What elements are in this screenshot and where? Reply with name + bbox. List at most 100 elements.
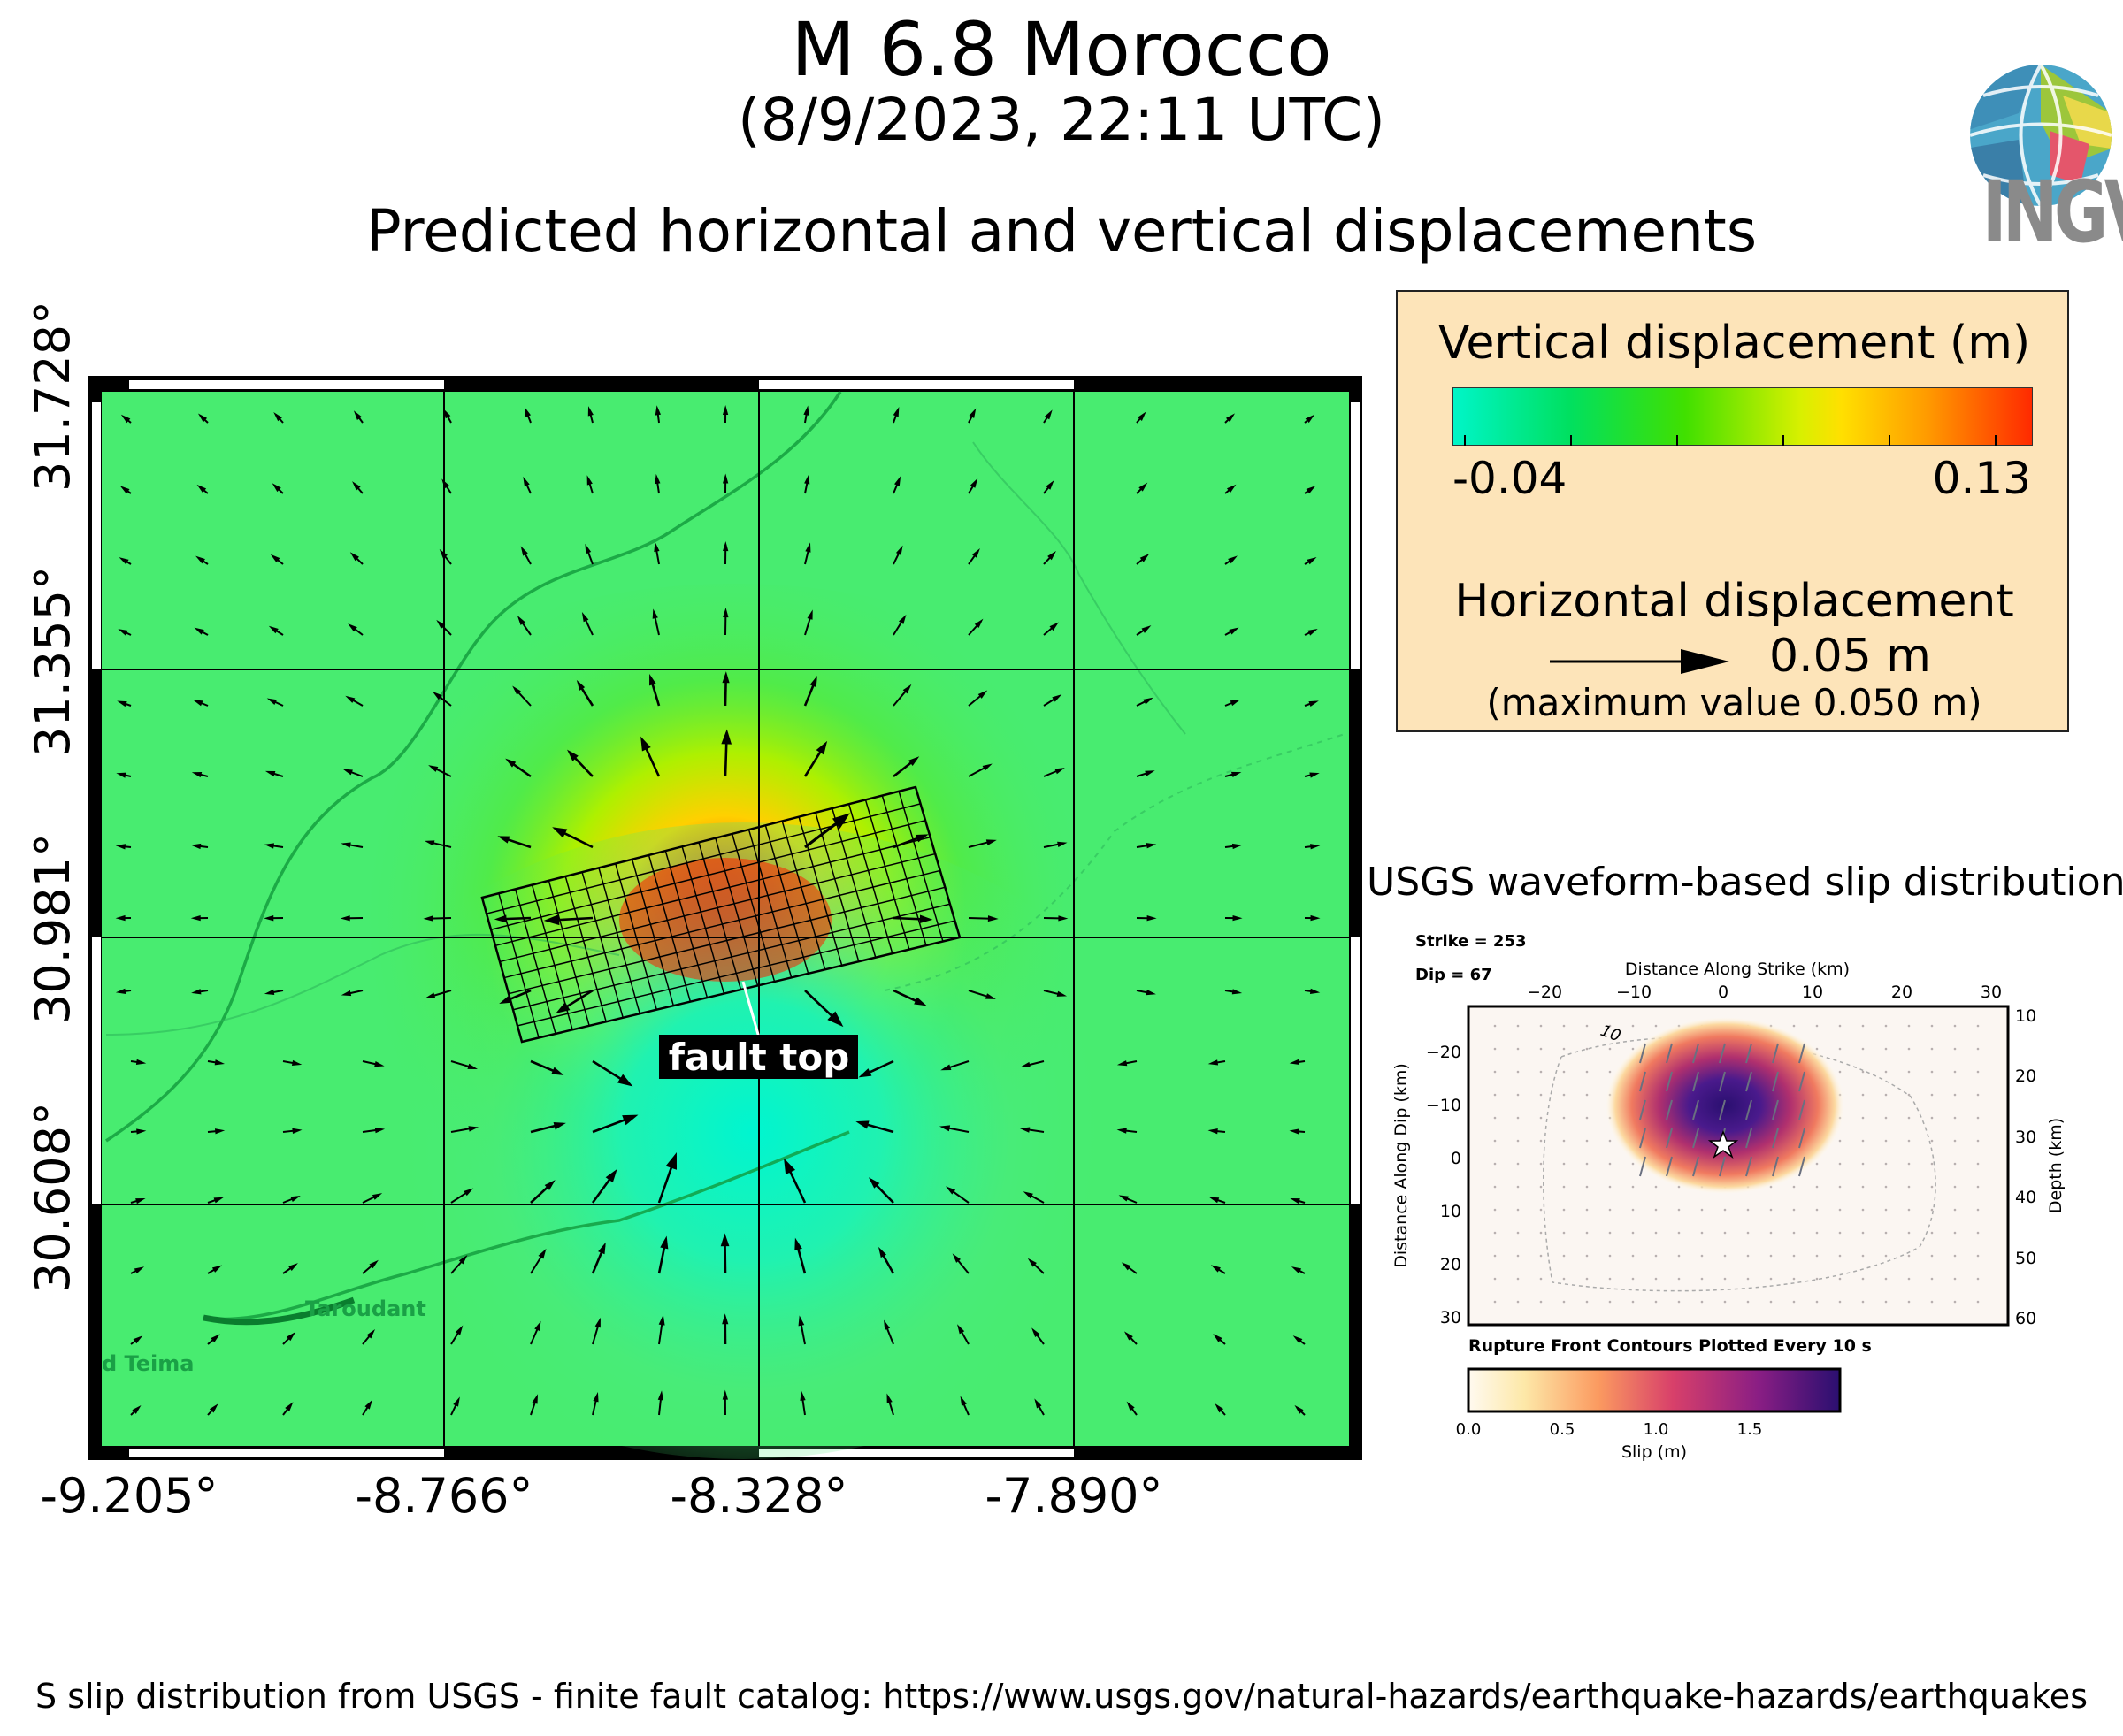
- slip-grid-dot: [1493, 1185, 1497, 1189]
- slip-grid-dot: [1953, 1139, 1957, 1143]
- roads: [105, 441, 1345, 1036]
- displacement-arrow-head: [436, 619, 446, 629]
- slip-top-ticks: −20 −10 0 10 20 30: [1527, 983, 2002, 1002]
- slip-grid-dot: [1884, 1231, 1888, 1235]
- slip-grid-dot: [1539, 1047, 1543, 1051]
- fault-grid-line: [615, 863, 658, 1010]
- slip-grid-dot: [1723, 1208, 1727, 1212]
- slip-grid-dot: [1907, 1231, 1911, 1235]
- slip-grid-dot: [1723, 1300, 1727, 1304]
- slip-grid-dot: [1539, 1070, 1543, 1074]
- svg-text:10: 10: [2015, 1006, 2036, 1026]
- displacement-arrow-head: [952, 1253, 962, 1263]
- displacement-arrow-head: [805, 542, 811, 553]
- slip-grid-dot: [1861, 1162, 1865, 1166]
- displacement-arrow-head: [1306, 486, 1316, 494]
- displacement-arrow-head: [372, 1193, 383, 1200]
- slip-grid-dot: [1516, 1300, 1520, 1304]
- displacement-arrow-head: [439, 548, 448, 559]
- slip-distribution-panel: Strike = 253 Dip = 67 Distance Along Str…: [1391, 932, 2066, 1462]
- slip-vector: [1692, 1128, 1699, 1149]
- slip-grid-dot: [1976, 1116, 1980, 1120]
- slip-patch: [1606, 1017, 1844, 1194]
- slip-right-axis-label: Depth (km): [2046, 1118, 2066, 1213]
- fault-grid-line: [681, 846, 725, 994]
- slip-grid-dot: [1654, 1231, 1658, 1235]
- displacement-arrow-head: [893, 476, 901, 486]
- slip-grid-dot: [1930, 1116, 1934, 1120]
- displacement-arrow-head: [193, 700, 203, 707]
- displacement-arrow-head: [1207, 1059, 1219, 1066]
- fault-grid-line: [898, 791, 944, 942]
- slip-vector: [1692, 1043, 1699, 1064]
- slip-grid-dot: [1792, 1208, 1796, 1212]
- slip-grid-dot: [1838, 1254, 1842, 1258]
- slip-colorbar-ticks: 0.0 0.5 1.0 1.5: [1456, 1420, 1763, 1439]
- svg-text:−20: −20: [1426, 1043, 1461, 1062]
- slip-grid-dot: [1677, 1300, 1681, 1304]
- slip-grid-dot: [1539, 1116, 1543, 1120]
- displacement-arrow-head: [1292, 1335, 1303, 1344]
- slip-grid-dot: [1838, 1277, 1842, 1281]
- slip-vector: [1745, 1099, 1752, 1120]
- slip-grid-dot: [1861, 1300, 1865, 1304]
- slip-grid-dot: [1815, 1300, 1819, 1304]
- displacement-arrow-head: [1305, 414, 1315, 424]
- displacement-arrow-head: [467, 1063, 478, 1069]
- slip-grid-dot: [1723, 1277, 1727, 1281]
- displacement-arrow-head: [1123, 1331, 1133, 1341]
- displacement-arrow-head: [827, 1011, 844, 1028]
- slip-grid-dot: [1562, 1254, 1566, 1258]
- slip-grid-dot: [1861, 1070, 1865, 1074]
- slip-grid-dot: [1838, 1047, 1842, 1051]
- slip-grid-dot: [1930, 1047, 1934, 1051]
- displacement-arrow-head: [1138, 411, 1146, 421]
- slip-grid-dot: [1516, 1185, 1520, 1189]
- slip-grid-dot: [1631, 1231, 1635, 1235]
- slip-grid-dot: [1700, 1208, 1704, 1212]
- slip-grid-dot: [1815, 1254, 1819, 1258]
- fault-top-label: fault top: [669, 1036, 850, 1079]
- slip-grid-dot: [1562, 1208, 1566, 1212]
- displacement-arrow-head: [1146, 915, 1157, 922]
- displacement-arrow-head: [211, 1334, 220, 1342]
- displacement-arrow-head: [133, 1335, 143, 1344]
- slip-grid-dot: [1608, 1231, 1612, 1235]
- slip-grid-dot: [1792, 1300, 1796, 1304]
- displacement-arrow-head: [723, 608, 729, 618]
- displacement-arrow-head: [1019, 1127, 1031, 1133]
- displacement-arrow-head: [1290, 1197, 1300, 1204]
- displacement-arrow-head: [567, 749, 579, 761]
- displacement-arrow-head: [617, 1074, 633, 1087]
- displacement-arrow-head: [1049, 622, 1059, 631]
- slip-dip: Dip = 67: [1415, 966, 1492, 984]
- displacement-arrow-head: [214, 1128, 226, 1135]
- slip-grid-dot: [1516, 1208, 1520, 1212]
- displacement-arrow-head: [652, 608, 658, 619]
- slip-grid-dot: [1838, 1024, 1842, 1028]
- displacement-arrow-head: [366, 1328, 376, 1339]
- displacement-arrow-head: [543, 914, 560, 926]
- displacement-arrow-head: [458, 1255, 468, 1265]
- displacement-arrow-head: [534, 1320, 541, 1332]
- slip-grid-dot: [1562, 1277, 1566, 1281]
- displacement-arrow-head: [291, 1059, 303, 1067]
- slip-grid-dot: [1861, 1277, 1865, 1281]
- displacement-arrow-head: [209, 1403, 218, 1413]
- displacement-arrow-head: [119, 557, 129, 565]
- displacement-arrow-head: [1308, 700, 1319, 707]
- slip-grid-dot: [1585, 1070, 1589, 1074]
- displacement-arrow-head: [868, 1177, 880, 1189]
- slip-grid-dot: [1815, 1162, 1819, 1166]
- displacement-arrow-head: [939, 1125, 951, 1132]
- map-heading: Predicted horizontal and vertical displa…: [365, 197, 1758, 265]
- slip-grid-dot: [1976, 1139, 1980, 1143]
- slip-grid-dot: [1746, 1231, 1750, 1235]
- slip-grid-dot: [1562, 1139, 1566, 1143]
- displacement-arrow-head: [1309, 988, 1321, 994]
- displacement-arrow-head: [722, 1313, 729, 1325]
- displacement-arrow-head: [798, 1315, 805, 1327]
- displacement-arrow-head: [957, 1324, 965, 1335]
- slip-grid-dot: [1907, 1277, 1911, 1281]
- svg-text:30: 30: [2015, 1128, 2036, 1147]
